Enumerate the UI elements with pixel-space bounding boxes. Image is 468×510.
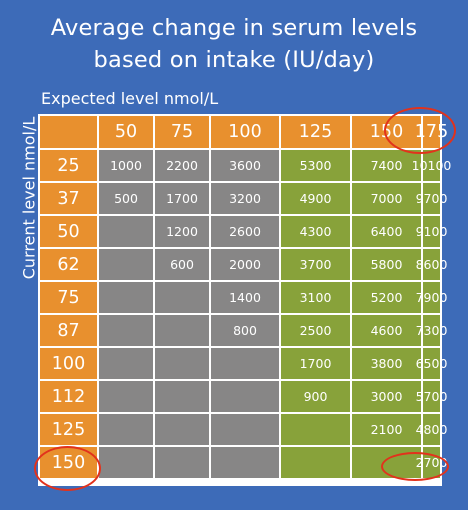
row-header-75: 75 <box>40 282 97 313</box>
table-cell-100-150: 3800 <box>352 348 421 379</box>
corner-cell <box>40 116 97 148</box>
table-cell-100-100 <box>211 348 279 379</box>
table-cell-87-150: 4600 <box>352 315 421 346</box>
table-cell-112-50 <box>99 381 153 412</box>
table-cell-25-175: 10100 <box>412 150 451 181</box>
table-cell-100-50 <box>99 348 153 379</box>
table-cell-50-100: 2600 <box>211 216 279 247</box>
table-cell-37-50: 500 <box>99 183 153 214</box>
intake-table: 50 75 100 125 150 175 25 1000 2200 3600 5300 7400 10… <box>38 114 451 486</box>
table-cell-37-175: 9700 <box>416 183 447 214</box>
table-cell-50-150: 6400 <box>352 216 421 247</box>
table-cell-150-50 <box>99 447 153 478</box>
highlight-oval-row-150 <box>34 446 101 491</box>
highlight-oval-cell-2700 <box>381 452 449 481</box>
table-cell-75-75 <box>155 282 209 313</box>
table-cell-150-125 <box>281 447 350 478</box>
row-header-87: 87 <box>40 315 97 346</box>
table-cell-150-100 <box>211 447 279 478</box>
row-header-125: 125 <box>40 414 97 445</box>
table-cell-37-75: 1700 <box>155 183 209 214</box>
table-cell-75-125: 3100 <box>281 282 350 313</box>
x-axis-label: Expected level nmol/L <box>41 89 219 108</box>
highlight-oval-col-175 <box>384 107 456 154</box>
table-cell-125-50 <box>99 414 153 445</box>
column-header-125: 125 <box>281 116 350 148</box>
table-cell-100-175: 6500 <box>416 348 447 379</box>
table-cell-50-125: 4300 <box>281 216 350 247</box>
row-header-25: 25 <box>40 150 97 181</box>
table-cell-150-75 <box>155 447 209 478</box>
column-header-75: 75 <box>155 116 209 148</box>
table-cell-25-75: 2200 <box>155 150 209 181</box>
table-cell-75-150: 5200 <box>352 282 421 313</box>
table-cell-62-175: 8600 <box>416 249 447 280</box>
table-cell-50-75: 1200 <box>155 216 209 247</box>
table-cell-87-100: 800 <box>211 315 279 346</box>
table-cell-112-125: 900 <box>281 381 350 412</box>
row-header-62: 62 <box>40 249 97 280</box>
table-cell-87-50 <box>99 315 153 346</box>
column-header-100: 100 <box>211 116 279 148</box>
table-cell-37-150: 7000 <box>352 183 421 214</box>
row-header-100: 100 <box>40 348 97 379</box>
title-line-1: Average change in serum levels <box>50 15 418 41</box>
table-cell-125-125 <box>281 414 350 445</box>
table-cell-75-175: 7900 <box>416 282 447 313</box>
table-cell-50-50 <box>99 216 153 247</box>
table-cell-87-175: 7300 <box>416 315 447 346</box>
table-cell-100-75 <box>155 348 209 379</box>
table-cell-75-100: 1400 <box>211 282 279 313</box>
table-cell-37-100: 3200 <box>211 183 279 214</box>
table-cell-62-50 <box>99 249 153 280</box>
table-cell-62-125: 3700 <box>281 249 350 280</box>
table-cell-125-175: 4800 <box>416 414 447 445</box>
table-cell-112-100 <box>211 381 279 412</box>
table-cell-25-125: 5300 <box>281 150 350 181</box>
y-axis-label: Current level nmol/L <box>19 116 39 280</box>
table-cell-25-50: 1000 <box>99 150 153 181</box>
table-cell-62-100: 2000 <box>211 249 279 280</box>
table-cell-112-175: 5700 <box>416 381 447 412</box>
column-header-50: 50 <box>99 116 153 148</box>
chart-title: Average change in serum levels based on … <box>0 12 468 76</box>
table-cell-125-150: 2100 <box>352 414 421 445</box>
table-cell-112-75 <box>155 381 209 412</box>
row-header-112: 112 <box>40 381 97 412</box>
table-cell-25-150: 7400 <box>352 150 421 181</box>
table-cell-62-75: 600 <box>155 249 209 280</box>
table-cell-87-75 <box>155 315 209 346</box>
table-cell-37-125: 4900 <box>281 183 350 214</box>
table-cell-50-175: 9100 <box>416 216 447 247</box>
table-cell-100-125: 1700 <box>281 348 350 379</box>
table-cell-62-150: 5800 <box>352 249 421 280</box>
table-cell-112-150: 3000 <box>352 381 421 412</box>
table-cell-125-75 <box>155 414 209 445</box>
row-header-50: 50 <box>40 216 97 247</box>
row-header-37: 37 <box>40 183 97 214</box>
table-cell-87-125: 2500 <box>281 315 350 346</box>
table-cell-25-100: 3600 <box>211 150 279 181</box>
table-cell-125-100 <box>211 414 279 445</box>
table-cell-75-50 <box>99 282 153 313</box>
title-line-2: based on intake (IU/day) <box>93 47 375 73</box>
